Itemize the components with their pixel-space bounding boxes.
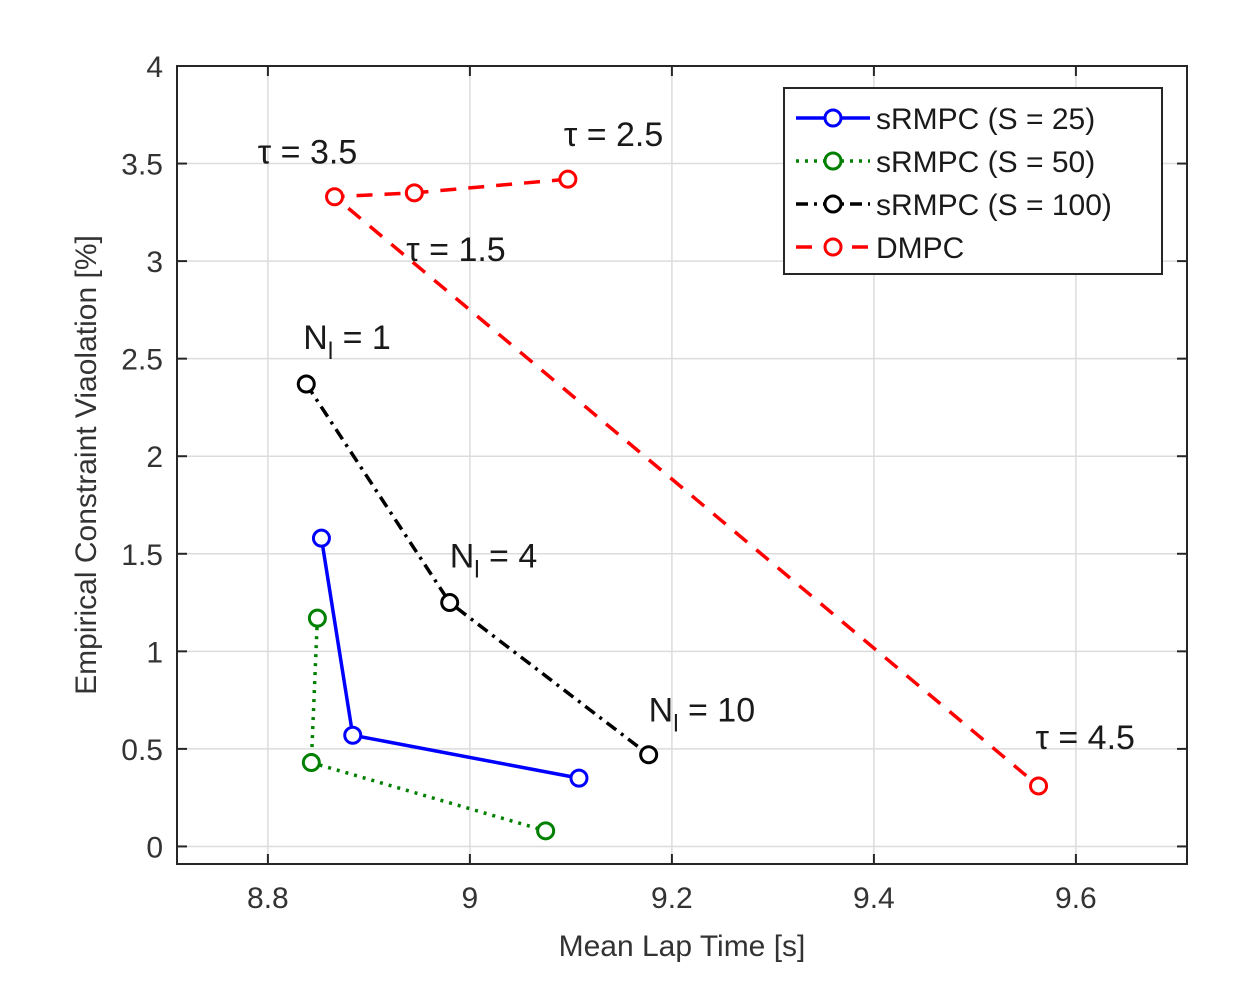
series-layer [296, 169, 1049, 841]
legend-marker [823, 108, 843, 128]
y-tick-label: 3 [146, 246, 163, 279]
annotation-subscript: l [474, 556, 479, 583]
y-tick-label: 0 [146, 831, 163, 864]
legend-marker [823, 237, 843, 257]
data-point [569, 768, 589, 788]
y-tick-label: 1 [146, 636, 163, 669]
data-point [307, 608, 327, 628]
data-point [301, 753, 321, 773]
series-3 [325, 169, 1049, 796]
x-tick-label: 9.4 [853, 882, 895, 915]
legend-label: sRMPC (S = 100) [876, 189, 1112, 222]
annotation-nl-1: Nl = 1 [303, 319, 391, 365]
data-point [536, 821, 556, 841]
data-point [639, 745, 659, 765]
legend-item: sRMPC (S = 100) [796, 189, 1112, 222]
annotation-tau-2-5: τ = 2.5 [564, 116, 663, 154]
y-tick-label: 4 [146, 51, 163, 84]
legend-marker [823, 151, 843, 171]
plot-frame [176, 65, 1188, 865]
legend-label: sRMPC (S = 25) [876, 103, 1095, 136]
series-1 [301, 608, 556, 841]
data-point [296, 374, 316, 394]
annotation-tau-1-5: τ = 1.5 [406, 231, 505, 269]
annotation-main: N [450, 537, 475, 575]
data-point [1029, 776, 1049, 796]
axis-ticks: 8.8 9 9.2 9.4 9.6 0 0.5 1 1.5 2 2.5 3 3.5 4 [121, 51, 1187, 915]
annotation-tau-3-5: τ = 3.5 [258, 134, 357, 172]
legend-item: sRMPC (S = 50) [796, 146, 1095, 179]
annotation-main: N [649, 692, 674, 730]
x-tick-label: 9.2 [651, 882, 693, 915]
legend-label: DMPC [876, 232, 964, 265]
annotation-main: N [303, 319, 328, 357]
y-tick-label: 0.5 [121, 734, 163, 767]
y-tick-label: 2 [146, 441, 163, 474]
annotation-tau-4-5: τ = 4.5 [1036, 719, 1135, 757]
legend-label: sRMPC (S = 50) [876, 146, 1095, 179]
data-point [343, 725, 363, 745]
y-tick-label: 2.5 [121, 344, 163, 377]
data-point [311, 528, 331, 548]
legend-item: sRMPC (S = 25) [796, 103, 1095, 136]
data-point [325, 187, 345, 207]
legend-item: DMPC [796, 232, 964, 265]
annotation-tail: = 4 [480, 537, 538, 575]
annotation-tail: = 1 [333, 319, 391, 357]
series-0 [311, 528, 589, 788]
data-point [440, 593, 460, 613]
annotation-nl-10: Nl = 10 [649, 692, 755, 738]
data-point [404, 183, 424, 203]
legend: sRMPC (S = 25) sRMPC (S = 50) sRMPC (S = 1… [783, 87, 1163, 275]
annotations: τ = 3.5 τ = 2.5τ = 1.5τ = 4.5Nl = 1Nl = 4… [258, 116, 1135, 757]
annotation-tail: = 10 [679, 692, 756, 730]
y-tick-label: 1.5 [121, 539, 163, 572]
annotation-subscript: l [673, 711, 678, 738]
legend-marker [823, 194, 843, 214]
x-tick-label: 9 [462, 882, 479, 915]
x-axis-label: Mean Lap Time [s] [559, 930, 806, 963]
y-axis-label: Empirical Constraint Viaolation [%] [70, 235, 103, 695]
x-tick-label: 8.8 [247, 882, 289, 915]
x-tick-label: 9.6 [1055, 882, 1097, 915]
series-2 [296, 374, 659, 765]
annotation-nl-4: Nl = 4 [450, 537, 538, 583]
y-tick-label: 3.5 [121, 149, 163, 182]
data-point [558, 169, 578, 189]
annotation-subscript: l [328, 338, 333, 365]
